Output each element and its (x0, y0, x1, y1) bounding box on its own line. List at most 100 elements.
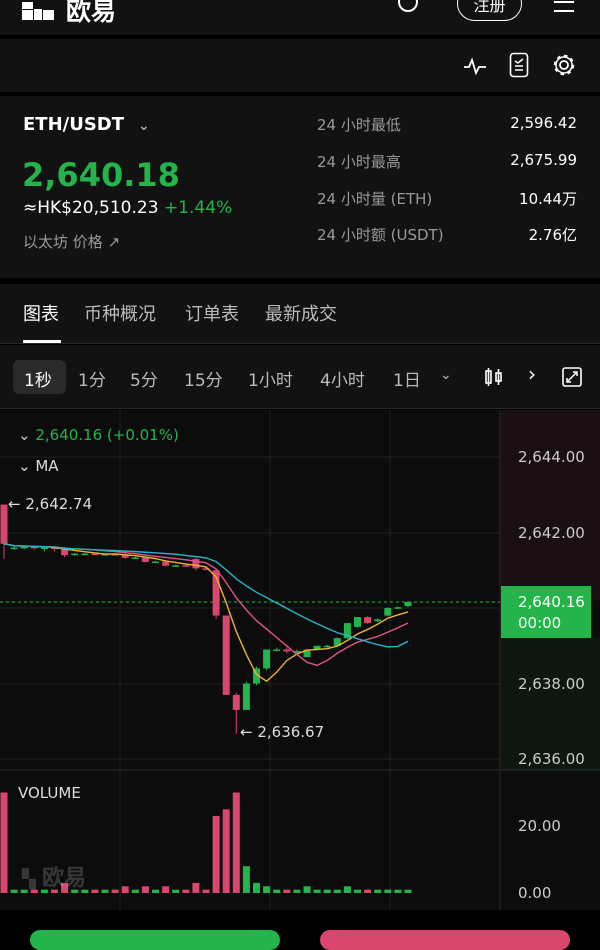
low-marker-label: ← 2,636.67 (240, 723, 325, 741)
register-button[interactable]: 注册 (457, 0, 522, 21)
candle-body (131, 557, 139, 559)
current-price-tag: 2,640.16 00:00 (501, 586, 591, 638)
candle-body (222, 615, 230, 695)
volume-bar (192, 882, 200, 893)
logo-text: 欧易 (66, 0, 117, 26)
candle-type-icon[interactable] (483, 366, 505, 388)
volume-bar (293, 889, 301, 893)
interval-15m[interactable]: 15分 (184, 371, 223, 391)
candle-body (384, 608, 392, 616)
pair-selector[interactable]: ETH/USDT ⌄ (23, 114, 150, 135)
stat-label-low: 24 小时最低 (317, 116, 401, 134)
volume-label: VOLUME (18, 784, 81, 802)
notes-icon[interactable] (509, 52, 529, 78)
interval-5m[interactable]: 5分 (130, 371, 158, 391)
interval-bar: 1秒 1分 5分 15分 1小时 4小时 1日 ⌄ › (0, 345, 600, 409)
volume-bar (20, 889, 28, 893)
interval-1s[interactable]: 1秒 (24, 371, 52, 391)
tab-overview[interactable]: 币种概况 (84, 304, 156, 325)
volume-bar (71, 889, 79, 893)
ma18-line (3, 543, 409, 648)
candle-body (364, 617, 372, 624)
bid-depth-shade (501, 638, 600, 770)
volume-bar (394, 889, 402, 893)
section-tabs: 图表 币种概况 订单表 最新成交 (0, 284, 600, 344)
candle-body (394, 607, 402, 609)
volume-bar (91, 889, 99, 893)
tab-trades[interactable]: 最新成交 (265, 304, 337, 325)
external-link-icon: ↗ (107, 233, 121, 251)
interval-1m[interactable]: 1分 (78, 371, 106, 391)
candle-body (121, 554, 129, 558)
stat-value-low: 2,596.42 (510, 114, 577, 132)
volume-bar (283, 889, 291, 893)
price-tick: 2,644.00 (518, 448, 585, 466)
volume-bar (384, 889, 392, 893)
active-interval-bg (13, 360, 66, 394)
tab-orderbook[interactable]: 订单表 (185, 304, 239, 325)
candle-body (91, 553, 99, 556)
candle-body (182, 565, 190, 567)
candle-body (111, 554, 119, 556)
volume-bar (222, 809, 230, 893)
stat-label-volume: 24 小时量 (ETH) (317, 190, 433, 208)
candle-body (333, 638, 341, 646)
fullscreen-icon[interactable] (562, 367, 582, 387)
last-price: 2,640.18 (22, 156, 180, 194)
candle-body (10, 547, 18, 550)
legend-price[interactable]: ⌄ 2,640.16 (+0.01%) (18, 426, 179, 444)
menu-icon[interactable] (554, 0, 574, 12)
candle-body (61, 547, 69, 556)
volume-tick: 20.00 (518, 817, 561, 835)
volume-bar (61, 882, 69, 893)
ma-legend[interactable]: ⌄ MA (18, 457, 59, 475)
low-value: 2,636.67 (257, 723, 325, 741)
interval-1d[interactable]: 1日 (393, 371, 421, 391)
volume-bar (141, 886, 149, 893)
chart-canvas[interactable] (0, 410, 600, 910)
volume-bar (273, 889, 281, 893)
settings-gear-icon[interactable] (551, 52, 577, 78)
candle-body (303, 649, 311, 658)
tab-chart[interactable]: 图表 (23, 304, 59, 325)
tool-row (0, 39, 600, 94)
price-tick: 2,638.00 (518, 675, 585, 693)
candle-body (354, 617, 361, 627)
chevron-right-icon[interactable]: › (528, 362, 536, 386)
candle-body (192, 558, 200, 569)
volume-bar (0, 792, 8, 893)
ask-depth-shade (501, 410, 600, 600)
volume-tick: 0.00 (518, 884, 552, 902)
stat-label-high: 24 小时最高 (317, 153, 401, 171)
price-link[interactable]: 以太坊 价格 ↗ (23, 231, 120, 252)
volume-bar (323, 889, 331, 893)
candle-body (343, 623, 351, 639)
volume-bar (263, 886, 271, 893)
active-tab-indicator (23, 340, 61, 343)
sell-button[interactable] (320, 930, 570, 950)
volume-bar (374, 889, 382, 893)
indicator-icon[interactable] (463, 56, 487, 76)
candle-body (20, 546, 28, 549)
pair-symbol: ETH/USDT (23, 114, 125, 135)
interval-1h[interactable]: 1小时 (248, 371, 293, 391)
more-intervals-chevron-icon[interactable]: ⌄ (440, 367, 452, 383)
volume-bar (51, 889, 58, 893)
buy-button[interactable] (30, 930, 280, 950)
volume-bar (333, 889, 341, 893)
candle-body (71, 553, 79, 556)
volume-bar (364, 889, 372, 893)
ma-label: MA (35, 457, 59, 475)
high-value: 2,642.74 (25, 495, 93, 513)
price-chart[interactable]: ⌄ 2,640.16 (+0.01%) ⌄ MA ← 2,642.74 ← 2,… (0, 410, 600, 910)
candle-body (374, 619, 382, 622)
search-icon[interactable] (398, 0, 418, 12)
candle-body (242, 683, 250, 710)
okx-logo-icon[interactable] (22, 2, 58, 20)
volume-bar (242, 866, 250, 893)
stat-value-turnover: 2.76亿 (528, 226, 577, 244)
volume-bar (172, 889, 180, 893)
candle-body (152, 561, 159, 564)
interval-4h[interactable]: 4小时 (320, 371, 365, 391)
stat-value-high: 2,675.99 (510, 151, 577, 169)
